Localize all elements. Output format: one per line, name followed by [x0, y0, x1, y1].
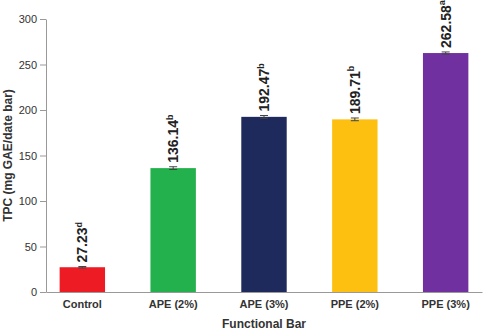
data-label: 192.47b — [256, 63, 272, 112]
error-bar — [78, 266, 86, 267]
y-tick-mark — [40, 156, 46, 157]
error-bar — [260, 115, 268, 118]
x-tick: APE (3%) — [240, 292, 289, 310]
y-tick-mark — [40, 19, 46, 20]
y-axis-line — [46, 20, 47, 293]
y-tick-label: 250 — [19, 59, 37, 71]
bar — [241, 117, 286, 292]
x-axis-title: Functional Bar — [222, 317, 306, 331]
x-tick: APE (2%) — [149, 292, 198, 310]
x-tick: Control — [63, 292, 102, 310]
y-axis-title: TPC (mg GAE/date bar) — [1, 89, 15, 222]
data-labels: 27.23d 136.14b 192.47b 189.71b 262.58a — [74, 0, 454, 262]
x-tick-label: PPE (2%) — [331, 298, 380, 310]
y-tick: 250 — [19, 59, 46, 71]
error-bars — [78, 52, 449, 268]
bar — [150, 168, 195, 292]
y-tick: 50 — [25, 241, 46, 253]
data-label: 189.71b — [346, 65, 362, 114]
x-axis: Control APE (2%) APE (3%) PPE (2%) PPE (3%) — [47, 292, 483, 310]
bar — [332, 119, 377, 292]
y-tick-mark — [40, 201, 46, 202]
y-tick-label: 50 — [25, 241, 37, 253]
y-tick: 300 — [19, 13, 46, 25]
x-axis-line — [47, 292, 483, 293]
bar — [60, 267, 105, 292]
x-tick-label: APE (3%) — [240, 298, 289, 310]
x-tick: PPE (3%) — [422, 292, 471, 310]
x-tick: PPE (2%) — [331, 292, 380, 310]
y-tick-mark — [40, 247, 46, 248]
error-bar — [442, 52, 450, 54]
y-tick-label: 100 — [19, 195, 37, 207]
y-tick-label: 150 — [19, 150, 37, 162]
data-label: 136.14b — [165, 114, 181, 163]
plot — [60, 52, 469, 292]
y-tick-mark — [40, 65, 46, 66]
y-tick: 0 — [31, 286, 46, 298]
y-tick-label: 300 — [19, 13, 37, 25]
chart: 0 50 100 150 200 250 300 Control APE (2%) APE (3%… — [0, 0, 500, 334]
y-tick: 100 — [19, 195, 46, 207]
x-tick-label: APE (2%) — [149, 298, 198, 310]
y-tick-label: 200 — [19, 104, 37, 116]
data-label: 27.23d — [74, 222, 90, 263]
y-tick: 150 — [19, 150, 46, 162]
data-label: 262.58a — [437, 0, 453, 48]
error-bar — [351, 118, 359, 121]
y-tick-mark — [40, 292, 46, 293]
y-axis: 0 50 100 150 200 250 300 — [19, 13, 47, 298]
x-tick-label: PPE (3%) — [422, 298, 471, 310]
y-tick-mark — [40, 110, 46, 111]
error-bar — [169, 167, 177, 170]
bar — [423, 53, 468, 292]
x-tick-label: Control — [63, 298, 102, 310]
y-tick: 200 — [19, 104, 46, 116]
y-tick-label: 0 — [31, 286, 37, 298]
